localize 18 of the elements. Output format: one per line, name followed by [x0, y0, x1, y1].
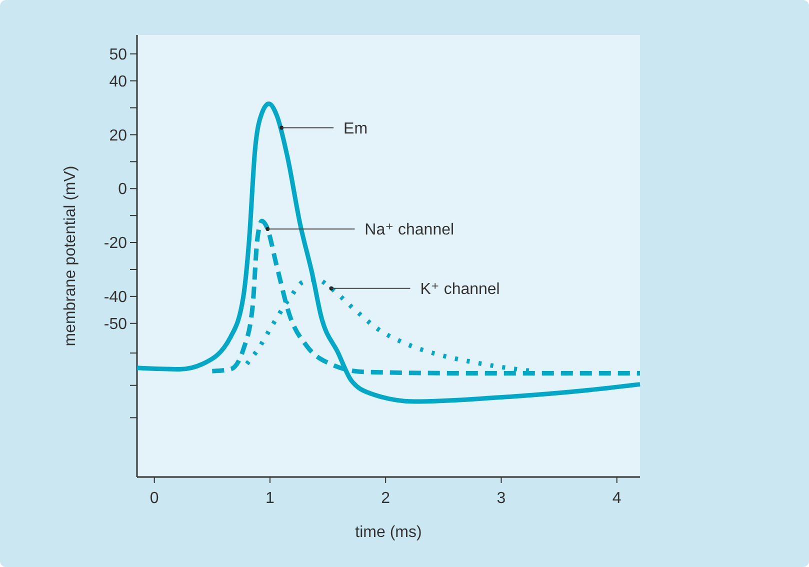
x-tick-label: 0 — [150, 490, 159, 507]
y-axis-title: membrane potential (mV) — [62, 166, 79, 346]
y-tick-label: 40 — [109, 73, 128, 90]
y-tick-label: 20 — [109, 127, 128, 144]
line-series — [134, 101, 642, 404]
annotation: K⁺ channel — [420, 280, 500, 298]
x-tick-label: 3 — [496, 490, 506, 507]
x-axis-title: time (ms) — [355, 524, 422, 541]
y-tick-label: 0 — [118, 181, 128, 198]
y-tick-label: -40 — [104, 289, 128, 306]
x-tick-label: 2 — [381, 490, 390, 507]
x-tick-label: 4 — [612, 490, 622, 507]
x-tick-label: 1 — [266, 490, 275, 507]
y-tick-label: -20 — [104, 235, 128, 252]
y-tick-label: 50 — [109, 46, 128, 64]
annotation: Em — [344, 120, 368, 138]
y-tick-label: -50 — [104, 316, 128, 333]
annotation: Na⁺ channel — [364, 222, 454, 239]
